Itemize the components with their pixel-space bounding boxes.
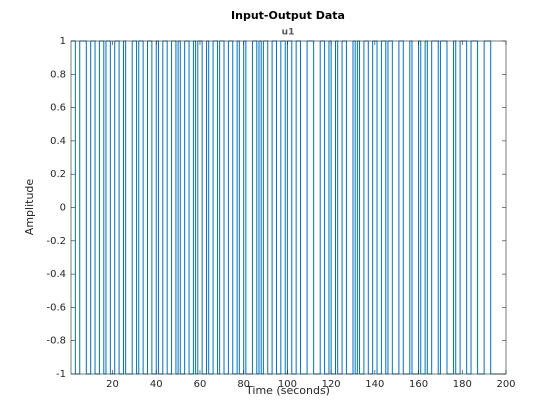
y-tick-label: -0.8	[46, 336, 66, 347]
y-tick-label: -0.6	[46, 302, 66, 313]
x-tick-label: 120	[322, 379, 341, 390]
x-tick-label: 140	[365, 379, 384, 390]
x-tick-label: 200	[496, 379, 515, 390]
x-tick-label: 40	[150, 379, 163, 390]
x-tick-label: 100	[278, 379, 297, 390]
chart-title: Input-Output Data	[231, 9, 345, 22]
x-tick-label: 60	[194, 379, 207, 390]
x-tick-label: 80	[237, 379, 250, 390]
y-axis-label: Amplitude	[23, 179, 36, 236]
y-tick-label: 1	[60, 36, 66, 47]
chart-subtitle: u1	[282, 28, 295, 38]
y-tick-label: -1	[56, 369, 66, 380]
x-tick-label: 20	[106, 379, 119, 390]
y-tick-label: 0	[60, 203, 66, 214]
y-tick-label: 0.2	[50, 169, 66, 180]
y-tick-label: -0.2	[46, 236, 66, 247]
y-tick-label: 0.8	[50, 69, 66, 80]
x-tick-label: 160	[409, 379, 428, 390]
x-tick-label: 180	[453, 379, 472, 390]
y-tick-label: 0.6	[50, 103, 66, 114]
y-tick-label: 0.4	[50, 136, 66, 147]
y-tick-label: -0.4	[46, 269, 66, 280]
x-axis-label: Time (seconds)	[245, 384, 330, 397]
